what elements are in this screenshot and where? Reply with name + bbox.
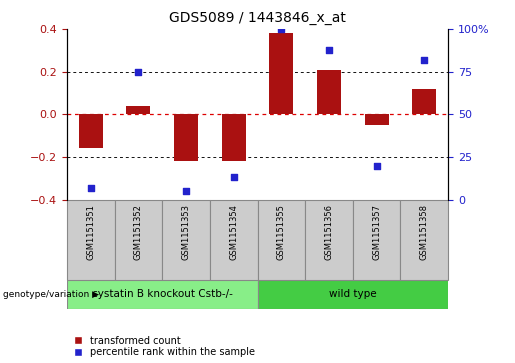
Bar	[210, 200, 258, 280]
Text: GSM1151351: GSM1151351	[87, 204, 95, 260]
Legend: transformed count, percentile rank within the sample: transformed count, percentile rank withi…	[72, 335, 256, 358]
Text: cystatin B knockout Cstb-/-: cystatin B knockout Cstb-/-	[92, 289, 233, 299]
Bar	[365, 114, 388, 125]
Bar	[401, 200, 448, 280]
Text: GSM1151354: GSM1151354	[229, 204, 238, 260]
Text: GSM1151355: GSM1151355	[277, 204, 286, 260]
Text: genotype/variation ▶: genotype/variation ▶	[3, 290, 98, 298]
Point	[230, 175, 238, 180]
Bar	[114, 200, 162, 280]
Point	[87, 185, 95, 191]
Bar	[174, 114, 198, 161]
Bar	[79, 114, 102, 148]
Bar	[127, 106, 150, 114]
Bar	[305, 200, 353, 280]
Point	[325, 46, 333, 52]
Point	[420, 57, 428, 63]
Bar	[413, 89, 436, 114]
Bar	[269, 33, 293, 114]
Bar	[258, 280, 448, 309]
Text: GSM1151357: GSM1151357	[372, 204, 381, 260]
Bar	[162, 200, 210, 280]
Point	[277, 26, 285, 32]
Text: GSM1151356: GSM1151356	[324, 204, 333, 260]
Bar	[67, 200, 115, 280]
Point	[134, 69, 143, 74]
Title: GDS5089 / 1443846_x_at: GDS5089 / 1443846_x_at	[169, 11, 346, 25]
Point	[372, 163, 381, 168]
Bar	[258, 200, 305, 280]
Bar	[67, 280, 258, 309]
Text: GSM1151353: GSM1151353	[182, 204, 191, 260]
Text: GSM1151352: GSM1151352	[134, 204, 143, 260]
Text: GSM1151358: GSM1151358	[420, 204, 428, 260]
Text: wild type: wild type	[329, 289, 376, 299]
Bar	[317, 70, 341, 114]
Bar	[353, 200, 401, 280]
Bar	[222, 114, 246, 161]
Point	[182, 188, 190, 194]
